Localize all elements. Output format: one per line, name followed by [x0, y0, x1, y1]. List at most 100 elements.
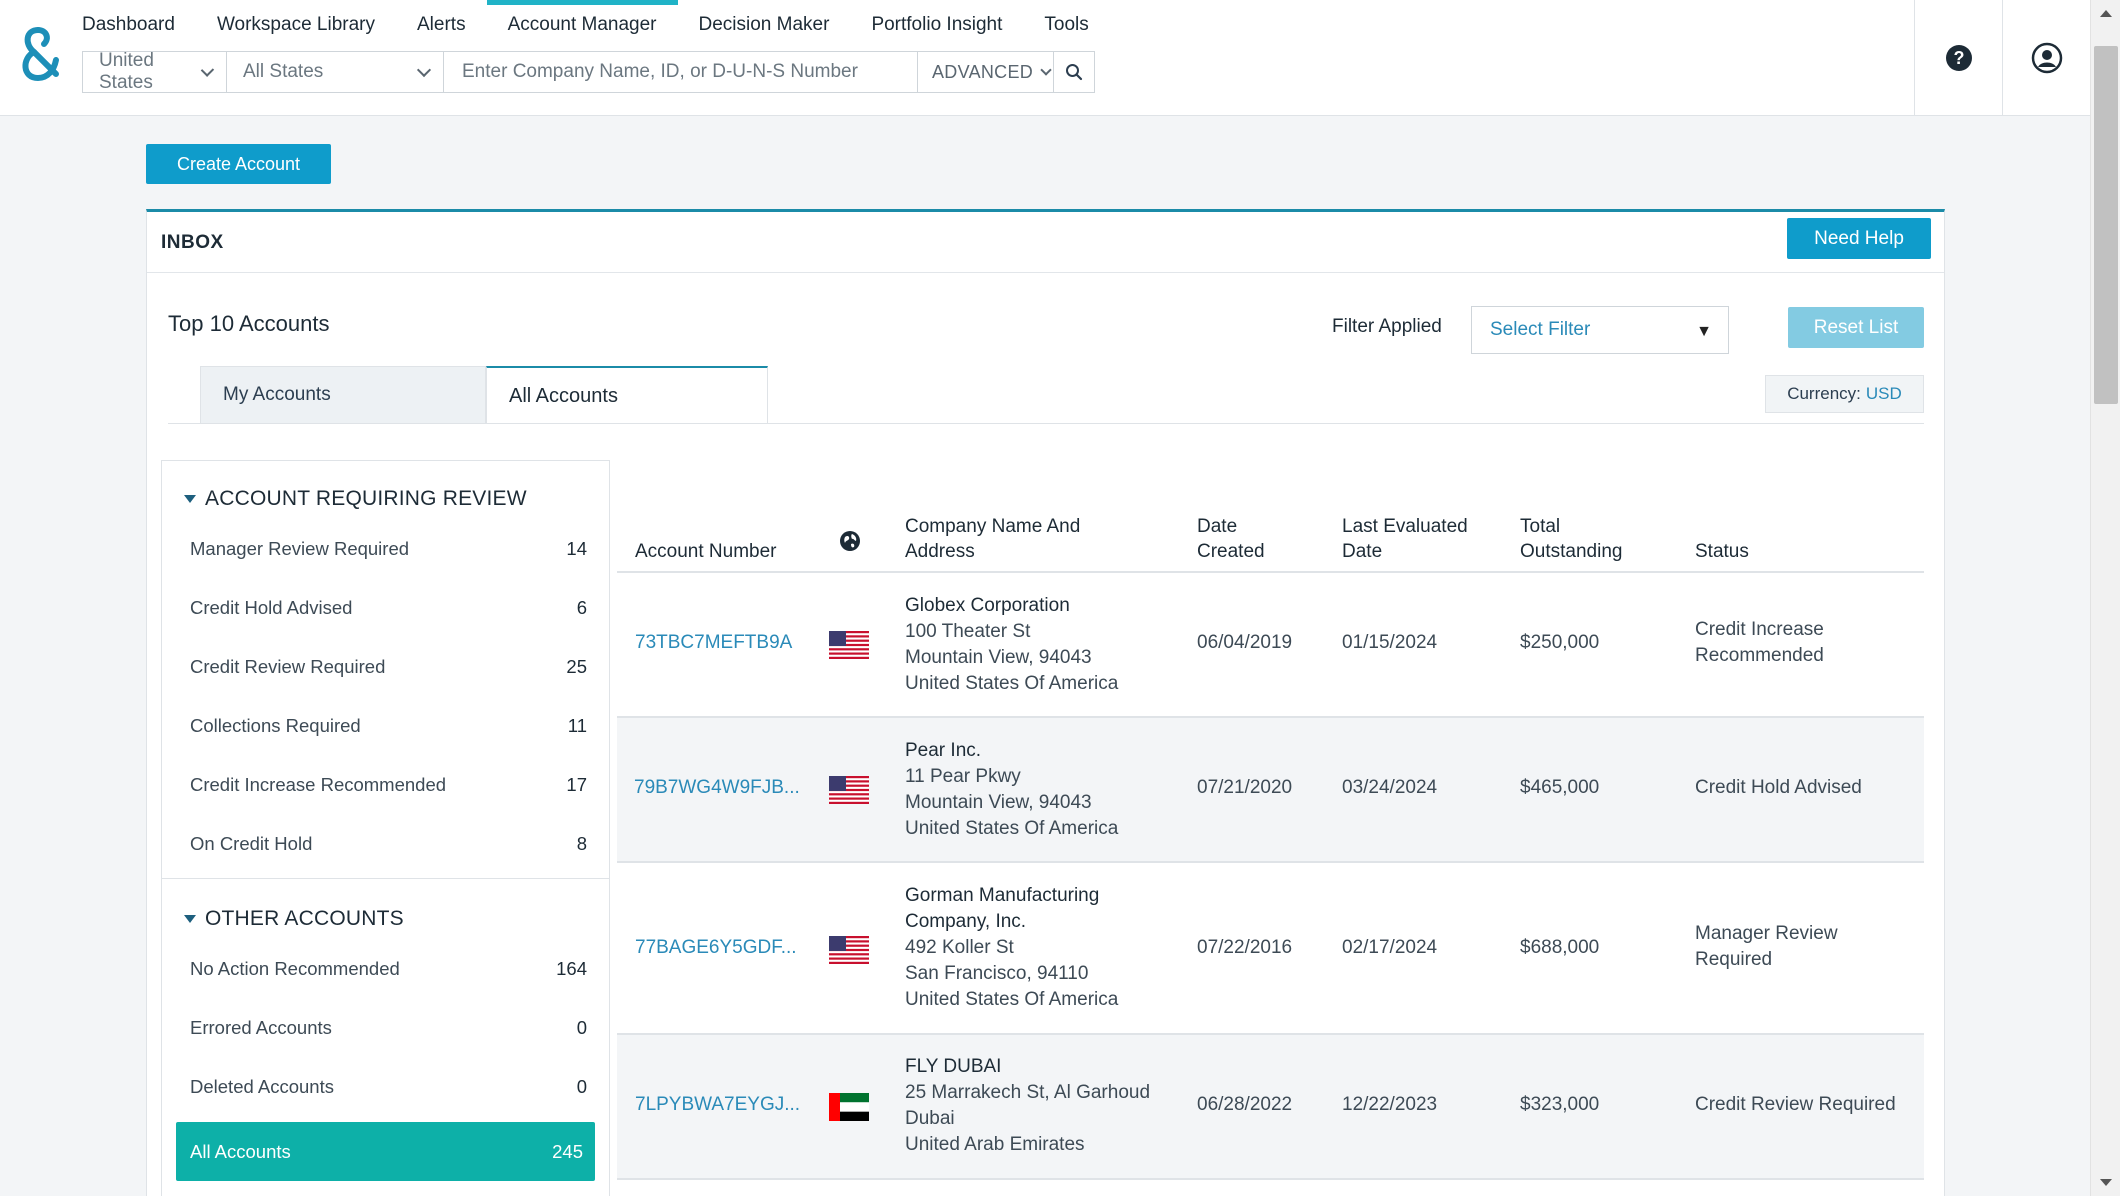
tab-all-accounts[interactable]: All Accounts	[486, 366, 768, 424]
help-icon: ?	[1945, 45, 1972, 71]
scroll-down-arrow-icon[interactable]	[2100, 1179, 2112, 1186]
sidebar-item-manager-review-required[interactable]: Manager Review Required 14	[162, 519, 609, 578]
col-country[interactable]	[839, 530, 861, 559]
address-line: United Arab Emirates	[905, 1134, 1085, 1155]
sidebar-item-deleted-accounts[interactable]: Deleted Accounts 0	[162, 1057, 609, 1116]
search-button[interactable]	[1054, 52, 1094, 92]
col-label-line: Date	[1197, 516, 1238, 537]
country-select[interactable]: United States	[83, 50, 227, 93]
col-account-number[interactable]: Account Number	[635, 541, 777, 562]
nav-dashboard[interactable]: Dashboard	[82, 14, 175, 35]
nav-tools[interactable]: Tools	[1044, 14, 1089, 35]
sidebar-item-label: Errored Accounts	[190, 1016, 332, 1038]
col-company-name-address[interactable]: Company Name And Address	[905, 514, 1080, 564]
section-account-requiring-review[interactable]: ACCOUNT REQUIRING REVIEW	[162, 479, 609, 519]
page-scrollbar[interactable]	[2090, 0, 2120, 1196]
address-line: Mountain View, 94043	[905, 647, 1092, 668]
status-line: Required	[1695, 949, 1773, 970]
state-select[interactable]: All States	[227, 52, 444, 92]
nav-account-manager[interactable]: Account Manager	[486, 0, 678, 50]
inbox-title: INBOX	[161, 232, 224, 253]
main-nav: Dashboard Workspace Library Alerts Accou…	[82, 0, 1110, 50]
sidebar-item-credit-increase-recommended[interactable]: Credit Increase Recommended 17	[162, 755, 609, 814]
col-date-created[interactable]: Date Created	[1197, 514, 1265, 564]
nav-workspace-library[interactable]: Workspace Library	[216, 14, 375, 35]
reset-list-button[interactable]: Reset List	[1788, 307, 1924, 348]
sidebar-item-count: 25	[566, 655, 587, 677]
address-line: United States Of America	[905, 673, 1119, 694]
sidebar-item-label: On Credit Hold	[190, 832, 313, 854]
section-other-accounts[interactable]: OTHER ACCOUNTS	[162, 899, 609, 939]
table-row[interactable]: 73TBC7MEFTB9A Globex Corporation 100 The…	[617, 573, 1924, 718]
account-number-link[interactable]: 79B7WG4W9FJB...	[634, 777, 800, 798]
last-evaluated-date: 03/24/2024	[1342, 777, 1438, 798]
sidebar-item-credit-hold-advised[interactable]: Credit Hold Advised 6	[162, 578, 609, 637]
col-last-evaluated-date[interactable]: Last Evaluated Date	[1342, 514, 1468, 564]
nav-alerts[interactable]: Alerts	[417, 14, 466, 35]
scroll-up-arrow-icon[interactable]	[2100, 10, 2112, 17]
account-number-link[interactable]: 7LPYBWA7EYGJ...	[635, 1094, 801, 1115]
total-outstanding: $250,000	[1520, 632, 1600, 653]
company-search-input[interactable]	[444, 52, 918, 92]
sidebar-item-all-accounts[interactable]: All Accounts 245	[176, 1122, 595, 1181]
country-select-value: United States	[99, 50, 154, 93]
status-line: Credit Hold Advised	[1695, 777, 1862, 798]
col-label-line: Last Evaluated	[1342, 516, 1468, 537]
total-outstanding: $688,000	[1520, 937, 1600, 958]
create-account-button[interactable]: Create Account	[146, 144, 331, 184]
status: Manager Review Required	[1695, 921, 1838, 973]
top-bar: Dashboard Workspace Library Alerts Accou…	[0, 0, 2090, 116]
sidebar-item-on-credit-hold[interactable]: On Credit Hold 8	[162, 814, 609, 873]
need-help-button[interactable]: Need Help	[1787, 218, 1931, 259]
account-filter-sidebar: ACCOUNT REQUIRING REVIEW Manager Review …	[161, 460, 610, 1196]
last-evaluated-date: 12/22/2023	[1342, 1094, 1438, 1115]
col-label-line: Total	[1520, 516, 1561, 537]
table-row[interactable]: 7LPYBWA7EYGJ... FLY DUBAI 25 Marrakech S…	[617, 1035, 1924, 1180]
user-account-button[interactable]	[2002, 0, 2090, 116]
date-created: 06/04/2019	[1197, 632, 1293, 653]
logo-icon[interactable]	[16, 22, 66, 84]
company-name-address: Globex Corporation 100 Theater St Mounta…	[905, 593, 1118, 697]
filter-applied-label: Filter Applied	[1332, 316, 1442, 337]
us-flag-icon	[829, 936, 869, 964]
status: Credit Hold Advised	[1695, 775, 1862, 801]
nav-decision-maker[interactable]: Decision Maker	[698, 14, 830, 35]
help-button[interactable]: ?	[1914, 0, 2002, 116]
chevron-down-icon	[1040, 63, 1052, 76]
accounts-table: Account Number	[617, 482, 1924, 1180]
scroll-thumb[interactable]	[2094, 46, 2118, 404]
sidebar-item-count: 0	[576, 1075, 587, 1097]
col-label-line: Outstanding	[1520, 541, 1623, 562]
status-line: Credit Review Required	[1695, 1094, 1896, 1115]
company-name: Pear Inc.	[905, 740, 982, 761]
advanced-label: ADVANCED	[932, 61, 1034, 82]
address-line: 100 Theater St	[905, 621, 1031, 642]
sidebar-item-credit-review-required[interactable]: Credit Review Required 25	[162, 637, 609, 696]
sidebar-item-collections-required[interactable]: Collections Required 11	[162, 696, 609, 755]
tab-my-accounts[interactable]: My Accounts	[200, 366, 486, 424]
account-tabs: My Accounts All Accounts	[200, 366, 768, 424]
sidebar-item-errored-accounts[interactable]: Errored Accounts 0	[162, 998, 609, 1057]
company-name: Gorman Manufacturing	[905, 885, 1100, 906]
table-row[interactable]: 77BAGE6Y5GDF... Gorman Manufacturing Com…	[617, 863, 1924, 1035]
sidebar-item-label: Collections Required	[190, 714, 361, 736]
globe-icon	[840, 531, 860, 551]
total-outstanding: $323,000	[1520, 1094, 1600, 1115]
table-row[interactable]: 79B7WG4W9FJB... Pear Inc. 11 Pear Pkwy M…	[617, 718, 1924, 863]
sidebar-item-no-action-recommended[interactable]: No Action Recommended 164	[162, 939, 609, 998]
company-name-address: FLY DUBAI 25 Marrakech St, Al Garhoud Du…	[905, 1054, 1150, 1158]
col-status[interactable]: Status	[1695, 541, 1749, 562]
state-select-value: All States	[243, 61, 324, 82]
sidebar-item-label: Credit Increase Recommended	[190, 773, 447, 795]
col-label-line: Address	[905, 541, 975, 562]
advanced-search-button[interactable]: ADVANCED	[918, 52, 1054, 92]
filter-select[interactable]: Select Filter ▼	[1471, 306, 1729, 354]
col-total-outstanding[interactable]: Total Outstanding	[1520, 514, 1622, 564]
top-accounts-heading: Top 10 Accounts	[168, 311, 330, 336]
currency-value[interactable]: USD	[1865, 384, 1902, 403]
sidebar-item-label: Credit Review Required	[190, 655, 386, 677]
nav-portfolio-insight[interactable]: Portfolio Insight	[871, 14, 1003, 35]
account-number-link[interactable]: 73TBC7MEFTB9A	[635, 632, 793, 653]
address-line: San Francisco, 94110	[905, 963, 1089, 984]
account-number-link[interactable]: 77BAGE6Y5GDF...	[635, 937, 797, 958]
